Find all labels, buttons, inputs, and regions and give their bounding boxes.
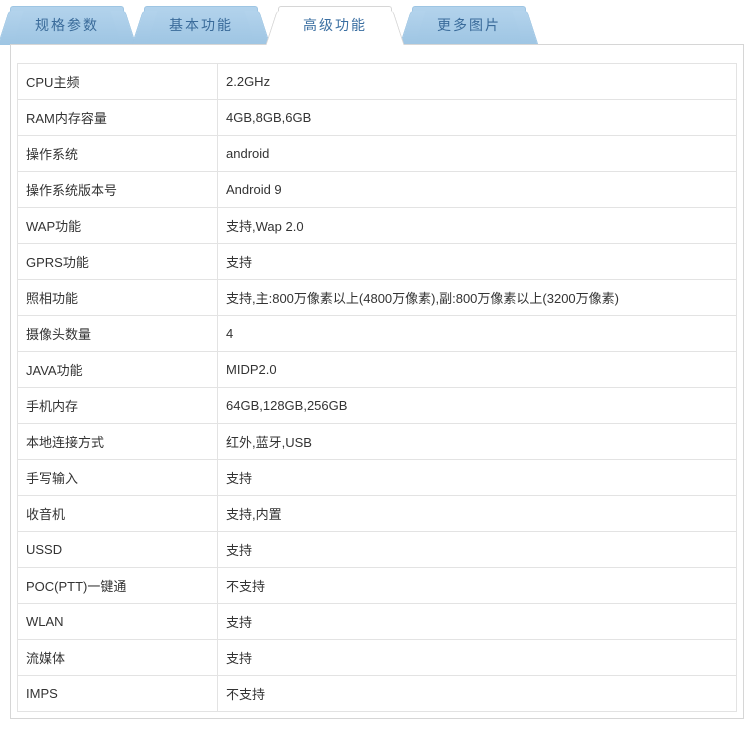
spec-label: USSD [18,532,218,568]
table-row: CPU主频2.2GHz [18,64,737,100]
tab-label: 高级功能 [303,17,367,33]
table-row: 摄像头数量4 [18,316,737,352]
spec-value: 支持,内置 [218,496,737,532]
spec-label: RAM内存容量 [18,100,218,136]
spec-label: 摄像头数量 [18,316,218,352]
tabs-bar: 规格参数 基本功能 高级功能 更多图片 [0,0,754,45]
table-row: WAP功能支持,Wap 2.0 [18,208,737,244]
spec-label: WAP功能 [18,208,218,244]
spec-value: MIDP2.0 [218,352,737,388]
table-row: 操作系统版本号Android 9 [18,172,737,208]
tab-3[interactable]: 更多图片 [412,6,526,45]
table-row: 手机内存64GB,128GB,256GB [18,388,737,424]
table-row: POC(PTT)一键通不支持 [18,568,737,604]
spec-value: 支持 [218,532,737,568]
table-row: 手写输入支持 [18,460,737,496]
spec-value: 4 [218,316,737,352]
table-row: 操作系统android [18,136,737,172]
spec-label: 照相功能 [18,280,218,316]
tab-label: 基本功能 [169,17,233,33]
tab-0[interactable]: 规格参数 [10,6,124,45]
specs-table-body: CPU主频2.2GHzRAM内存容量4GB,8GB,6GB操作系统android… [18,64,737,712]
spec-label: 本地连接方式 [18,424,218,460]
spec-label: 操作系统 [18,136,218,172]
spec-value: Android 9 [218,172,737,208]
spec-value: 4GB,8GB,6GB [218,100,737,136]
spec-value: 红外,蓝牙,USB [218,424,737,460]
spec-value: 支持,Wap 2.0 [218,208,737,244]
spec-value: 支持,主:800万像素以上(4800万像素),副:800万像素以上(3200万像… [218,280,737,316]
spec-value: 支持 [218,460,737,496]
table-row: RAM内存容量4GB,8GB,6GB [18,100,737,136]
spec-label: GPRS功能 [18,244,218,280]
specs-panel: CPU主频2.2GHzRAM内存容量4GB,8GB,6GB操作系统android… [10,44,744,719]
spec-value: 支持 [218,244,737,280]
spec-label: POC(PTT)一键通 [18,568,218,604]
spec-label: JAVA功能 [18,352,218,388]
tab-2[interactable]: 高级功能 [278,6,392,45]
spec-label: 手机内存 [18,388,218,424]
spec-value: 不支持 [218,568,737,604]
table-row: GPRS功能支持 [18,244,737,280]
table-row: 本地连接方式红外,蓝牙,USB [18,424,737,460]
spec-label: 手写输入 [18,460,218,496]
table-row: 照相功能支持,主:800万像素以上(4800万像素),副:800万像素以上(32… [18,280,737,316]
spec-value: 64GB,128GB,256GB [218,388,737,424]
table-row: JAVA功能MIDP2.0 [18,352,737,388]
spec-value: 支持 [218,640,737,676]
spec-label: 流媒体 [18,640,218,676]
spec-value: 2.2GHz [218,64,737,100]
tab-1[interactable]: 基本功能 [144,6,258,45]
tab-label: 规格参数 [35,17,99,33]
specs-table: CPU主频2.2GHzRAM内存容量4GB,8GB,6GB操作系统android… [17,63,737,712]
spec-value: 支持 [218,604,737,640]
table-row: WLAN支持 [18,604,737,640]
table-row: USSD支持 [18,532,737,568]
table-row: 流媒体支持 [18,640,737,676]
spec-label: CPU主频 [18,64,218,100]
spec-label: 收音机 [18,496,218,532]
spec-label: WLAN [18,604,218,640]
tab-label: 更多图片 [437,17,501,33]
spec-value: android [218,136,737,172]
table-row: 收音机支持,内置 [18,496,737,532]
spec-label: 操作系统版本号 [18,172,218,208]
